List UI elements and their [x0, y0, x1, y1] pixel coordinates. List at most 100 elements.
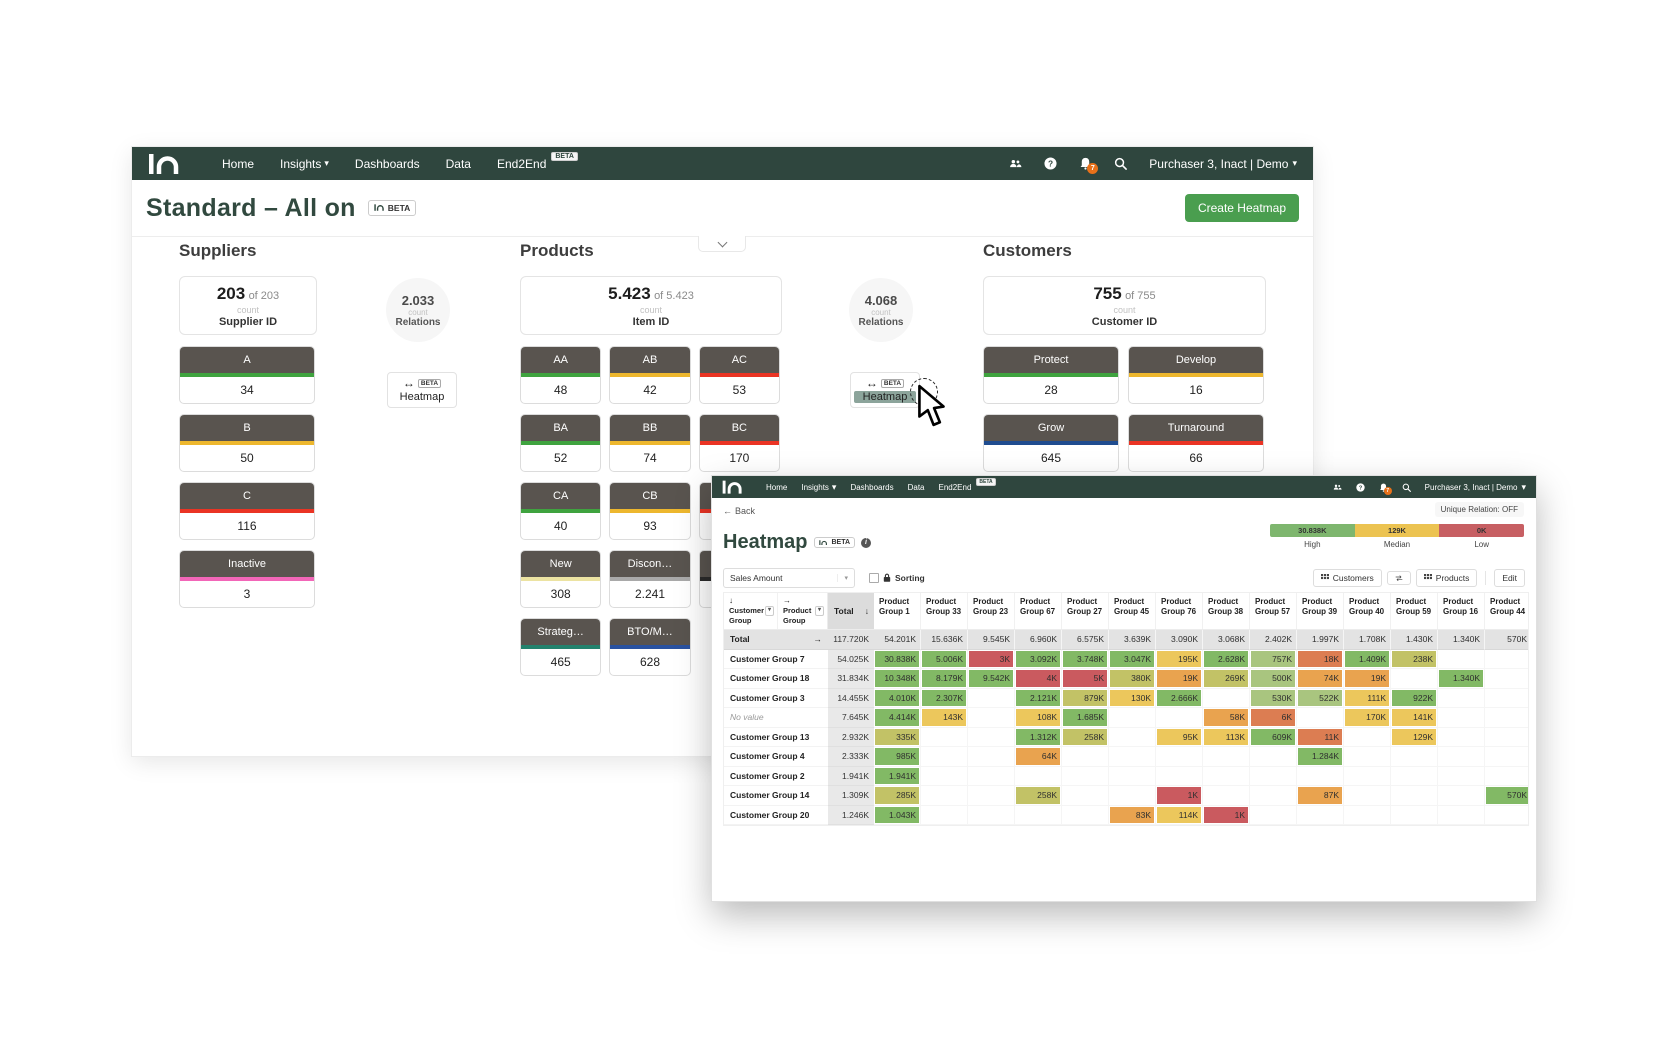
user-menu[interactable]: Purchaser 3, Inact | Demo ▾: [1149, 157, 1297, 171]
heatmap-cell[interactable]: 2.628K: [1203, 649, 1250, 669]
heatmap-cell[interactable]: 74K: [1297, 669, 1344, 689]
help-icon[interactable]: ?: [1355, 482, 1365, 492]
products-customers-heatmap-button[interactable]: ↔ BETA Heatmap: [850, 372, 920, 408]
sorting-checkbox[interactable]: [869, 573, 879, 583]
heatmap-cell[interactable]: 141K: [1391, 708, 1438, 728]
segment-card[interactable]: Discon… 2.241: [609, 550, 691, 608]
segment-card[interactable]: Grow 645: [983, 414, 1119, 472]
segment-card[interactable]: BC 170: [698, 414, 780, 472]
row-label[interactable]: Customer Group 13: [724, 728, 828, 747]
swap-axes-button[interactable]: [1386, 570, 1411, 586]
heatmap-cell[interactable]: 258K: [1062, 727, 1109, 747]
heatmap-cell[interactable]: 1.409K: [1344, 649, 1391, 669]
segment-card[interactable]: C 116: [179, 482, 315, 540]
segment-card[interactable]: CB 93: [609, 482, 691, 540]
heatmap-cell[interactable]: 87K: [1297, 786, 1344, 806]
column-header[interactable]: Product Group 33: [921, 593, 968, 629]
heatmap-cell[interactable]: 83K: [1109, 805, 1156, 825]
heatmap-cell[interactable]: 2.666K: [1156, 688, 1203, 708]
heatmap-cell[interactable]: 10.348K: [874, 669, 921, 689]
search-icon[interactable]: [1114, 157, 1128, 170]
heatmap-cell[interactable]: 258K: [1015, 786, 1062, 806]
nav-insights[interactable]: Insights ▾: [801, 482, 836, 492]
heatmap-cell[interactable]: 95K: [1156, 727, 1203, 747]
heatmap-cell[interactable]: 195K: [1156, 649, 1203, 669]
column-header[interactable]: Product Group 76: [1156, 593, 1203, 629]
segment-card[interactable]: AA 48: [520, 346, 602, 404]
segment-card[interactable]: CA 40: [520, 482, 602, 540]
row-label[interactable]: Customer Group 3: [724, 689, 828, 708]
heatmap-cell[interactable]: 570K: [1485, 786, 1528, 806]
column-header[interactable]: Product Group 59: [1391, 593, 1438, 629]
row-label[interactable]: Customer Group 2: [724, 767, 828, 786]
column-header[interactable]: Product Group 27: [1062, 593, 1109, 629]
chevron-down-icon[interactable]: ▾: [814, 606, 824, 616]
total-column-header[interactable]: Total ↓: [828, 593, 874, 629]
notifications-bell-icon[interactable]: 7: [1079, 157, 1099, 174]
column-header[interactable]: Product Group 67: [1015, 593, 1062, 629]
collapse-panel-button[interactable]: [698, 236, 746, 252]
heatmap-cell[interactable]: 143K: [921, 708, 968, 728]
product-group-dimension[interactable]: → Product Group ▾: [777, 593, 827, 629]
heatmap-cell[interactable]: 1.312K: [1015, 727, 1062, 747]
segment-card[interactable]: A 34: [179, 346, 315, 404]
customer-group-dimension[interactable]: ↓ Customer Group ▾: [724, 593, 777, 629]
heatmap-cell[interactable]: 11K: [1297, 727, 1344, 747]
heatmap-cell[interactable]: 5.006K: [921, 649, 968, 669]
nav-dashboards[interactable]: Dashboards: [354, 156, 420, 171]
nav-home[interactable]: Home: [222, 156, 255, 171]
customers-button[interactable]: Customers: [1312, 569, 1382, 587]
nav-dashboards[interactable]: Dashboards: [850, 482, 894, 492]
heatmap-cell[interactable]: 9.542K: [968, 669, 1015, 689]
column-header[interactable]: Product Group 45: [1109, 593, 1156, 629]
nav-end2end[interactable]: End2End BETA: [497, 152, 578, 171]
heatmap-cell[interactable]: 2.307K: [921, 688, 968, 708]
heatmap-cell[interactable]: 3K: [968, 649, 1015, 669]
heatmap-cell[interactable]: 922K: [1391, 688, 1438, 708]
heatmap-cell[interactable]: 111K: [1344, 688, 1391, 708]
row-label[interactable]: Customer Group 14: [724, 786, 828, 806]
users-icon[interactable]: [1333, 484, 1342, 490]
heatmap-cell[interactable]: 4.010K: [874, 688, 921, 708]
user-menu[interactable]: Purchaser 3, Inact | Demo ▾: [1425, 482, 1526, 492]
heatmap-cell[interactable]: 1.685K: [1062, 708, 1109, 728]
heatmap-cell[interactable]: 1K: [1203, 805, 1250, 825]
search-icon[interactable]: [1402, 483, 1411, 492]
heatmap-cell[interactable]: 238K: [1391, 649, 1438, 669]
heatmap-cell[interactable]: 8.179K: [921, 669, 968, 689]
nav-data[interactable]: Data: [907, 482, 925, 492]
segment-card[interactable]: Protect 28: [983, 346, 1119, 404]
inact-logo[interactable]: [722, 480, 744, 494]
column-header[interactable]: Product Group 39: [1297, 593, 1344, 629]
segment-card[interactable]: BTO/M… 628: [609, 618, 691, 676]
heatmap-cell[interactable]: 108K: [1015, 708, 1062, 728]
metric-select[interactable]: Sales Amount ▾: [723, 568, 855, 588]
column-header[interactable]: Product Group 57: [1250, 593, 1297, 629]
heatmap-cell[interactable]: 522K: [1297, 688, 1344, 708]
segment-card[interactable]: BB 74: [609, 414, 691, 472]
row-label[interactable]: Customer Group 7: [724, 650, 828, 669]
help-icon[interactable]: ?: [1044, 157, 1057, 170]
row-label[interactable]: Customer Group 18: [724, 669, 828, 689]
segment-card[interactable]: BA 52: [520, 414, 602, 472]
notifications-bell-icon[interactable]: 7: [1379, 483, 1392, 495]
heatmap-cell[interactable]: 2.121K: [1015, 688, 1062, 708]
heatmap-cell[interactable]: 609K: [1250, 727, 1297, 747]
segment-card[interactable]: Strateg… 465: [520, 618, 602, 676]
chevron-down-icon[interactable]: ▾: [765, 606, 775, 616]
column-header[interactable]: Product Group 44: [1485, 593, 1528, 629]
nav-end2end[interactable]: End2End BETA: [939, 478, 996, 492]
heatmap-cell[interactable]: 18K: [1297, 649, 1344, 669]
heatmap-cell[interactable]: 113K: [1203, 727, 1250, 747]
users-icon[interactable]: [1009, 159, 1022, 168]
heatmap-cell[interactable]: 6K: [1250, 708, 1297, 728]
heatmap-cell[interactable]: 3.047K: [1109, 649, 1156, 669]
column-header[interactable]: Product Group 1: [874, 593, 921, 629]
column-header[interactable]: Product Group 40: [1344, 593, 1391, 629]
segment-card[interactable]: AC 53: [698, 346, 780, 404]
edit-button[interactable]: Edit: [1494, 569, 1525, 587]
heatmap-cell[interactable]: 3.092K: [1015, 649, 1062, 669]
segment-card[interactable]: Develop 16: [1128, 346, 1264, 404]
heatmap-cell[interactable]: 285K: [874, 786, 921, 806]
create-heatmap-button[interactable]: Create Heatmap: [1184, 194, 1299, 222]
